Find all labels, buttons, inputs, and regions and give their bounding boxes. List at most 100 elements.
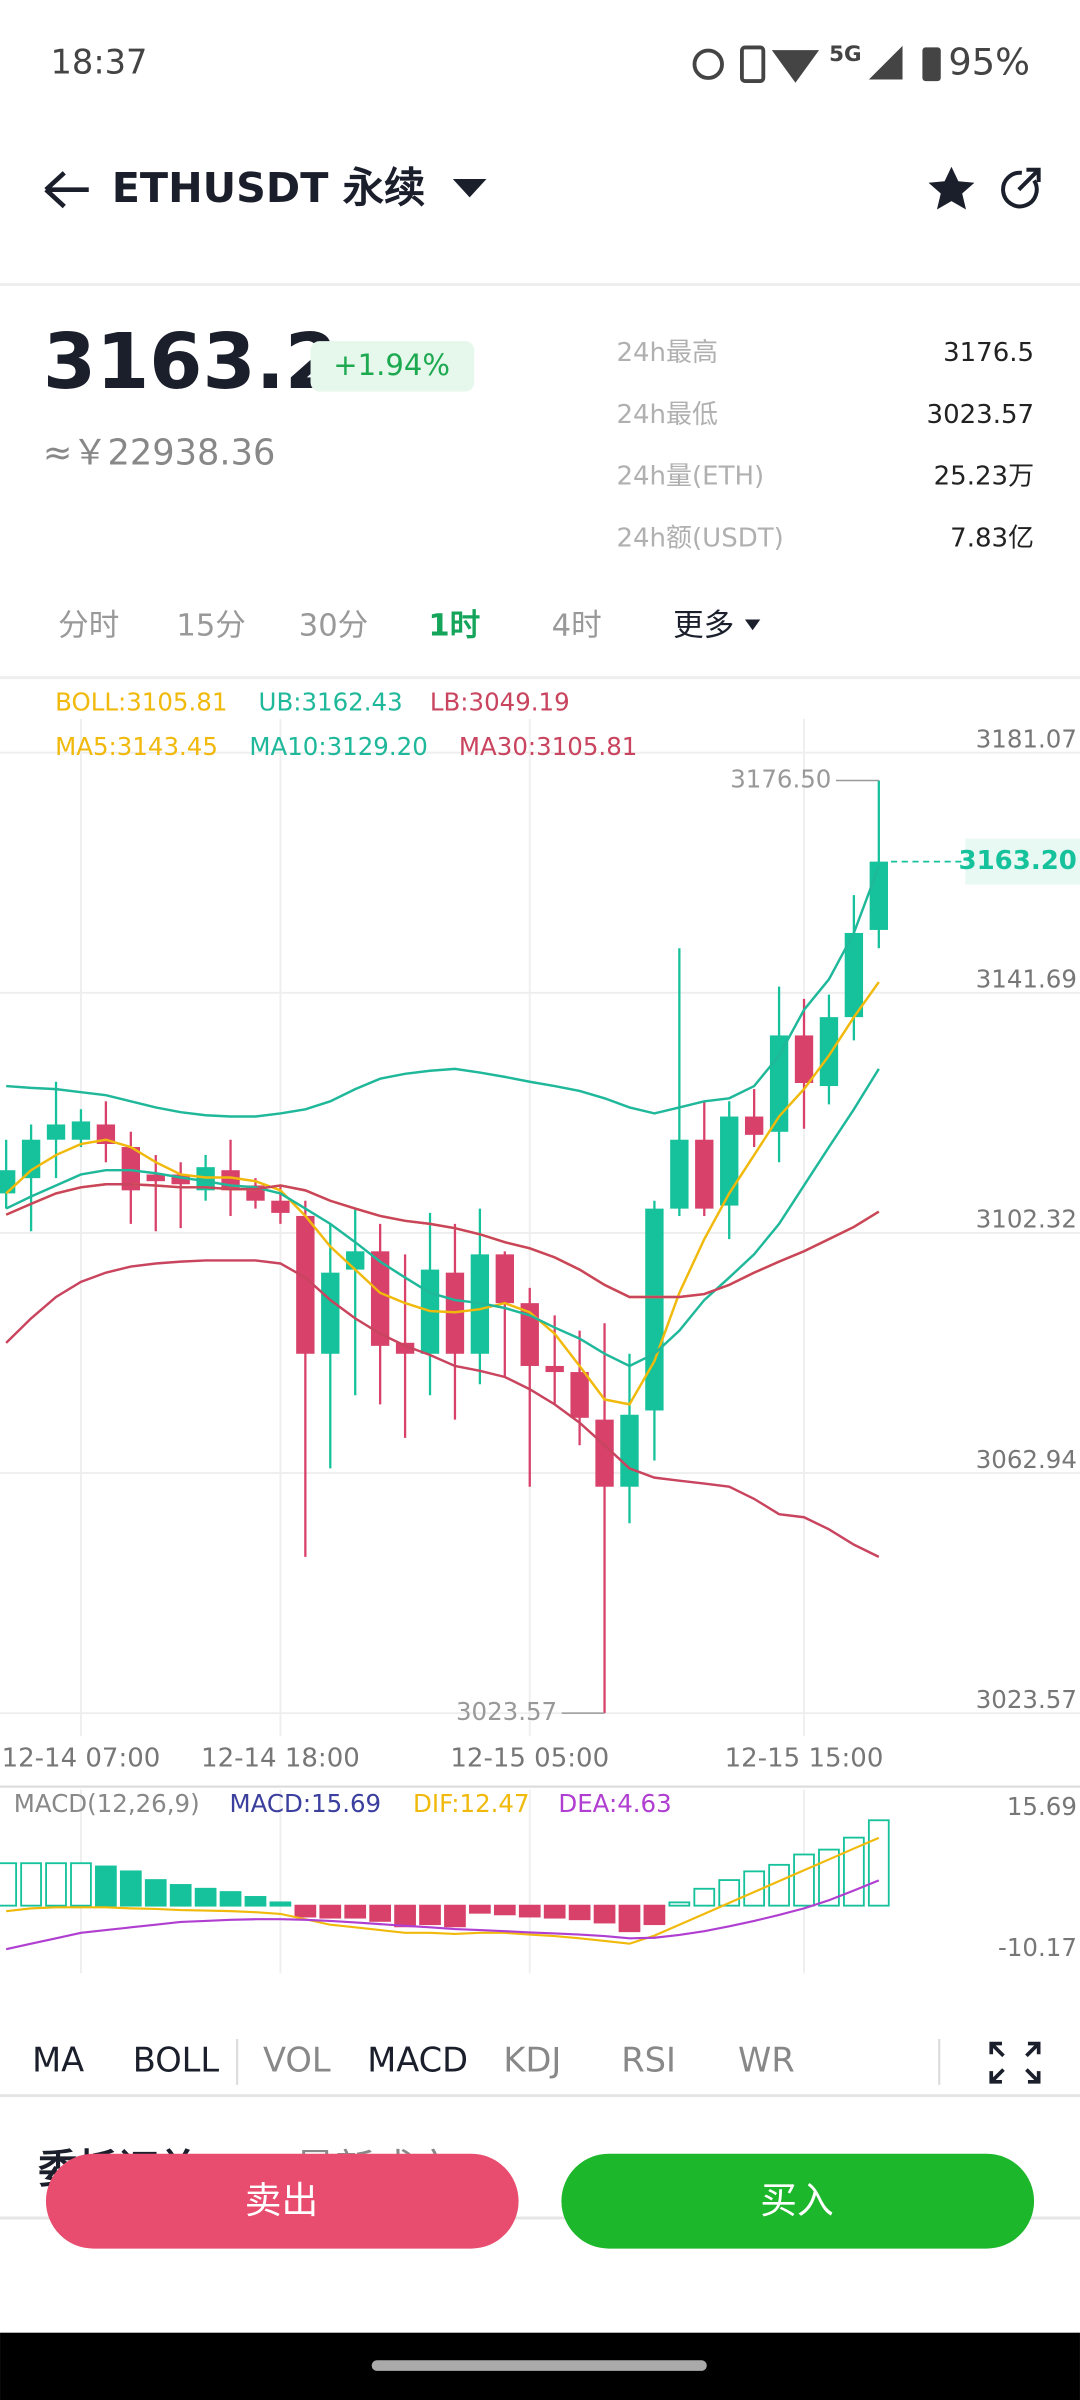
status-icons <box>692 45 941 83</box>
candle-body <box>670 1139 689 1209</box>
buy-button[interactable] <box>561 2153 1035 2249</box>
candle-body <box>545 1365 564 1373</box>
macd-bar <box>219 1891 242 1907</box>
max-label: 3176.50 <box>730 765 831 794</box>
candle-body <box>570 1372 589 1418</box>
stat-value: 7.83亿 <box>950 524 1034 554</box>
indicator-line <box>5 1183 880 1299</box>
y-tick-label: -10.17 <box>998 1933 1077 1962</box>
macd-bar <box>394 1904 416 1928</box>
legend-item: DEA:4.63 <box>558 1789 671 1818</box>
candle-body <box>146 1174 165 1182</box>
back-button[interactable] <box>44 171 89 209</box>
interval-tab[interactable]: 1时 <box>428 609 480 644</box>
alarm-icon <box>692 48 724 80</box>
sell-button[interactable] <box>45 2153 519 2249</box>
legend-item: UB:3162.43 <box>259 688 403 717</box>
y-tick-label: 3023.57 <box>976 1685 1077 1714</box>
sim-icon <box>740 45 766 83</box>
stat-value: 25.23万 <box>934 462 1034 492</box>
stat-label: 24h额(USDT) <box>616 524 783 554</box>
macd-bar <box>593 1904 616 1924</box>
indicator-tab[interactable]: KDJ <box>503 2040 561 2079</box>
candle-body <box>196 1167 215 1191</box>
price-chart: 3181.07 3141.69 3102.32 3062.94 3023.57 12-14… <box>0 688 1080 1774</box>
favorite-star[interactable] <box>928 166 975 210</box>
candle-body <box>695 1139 714 1209</box>
interval-tab[interactable]: 分时 <box>58 609 119 644</box>
macd-bar <box>543 1904 566 1919</box>
indicator-tab[interactable]: WR <box>738 2040 795 2079</box>
change-percent: +1.94% <box>333 348 450 382</box>
candle-body <box>744 1116 764 1135</box>
macd-bar <box>643 1904 666 1926</box>
indicator-tab[interactable]: MACD <box>367 2040 468 2079</box>
candle-body <box>96 1124 116 1144</box>
buy-label: 买入 <box>760 2179 833 2222</box>
candle-body <box>495 1254 514 1304</box>
indicator-tab[interactable]: MA <box>32 2040 84 2079</box>
indicator-tab[interactable]: RSI <box>621 2040 676 2079</box>
legend-item: MA10:3129.20 <box>249 732 427 761</box>
macd-bar <box>20 1862 42 1907</box>
home-indicator[interactable] <box>371 2360 707 2371</box>
macd-bar <box>668 1901 691 1907</box>
y-tick-label: 15.69 <box>1007 1792 1077 1821</box>
interval-tab[interactable]: 4时 <box>552 609 602 644</box>
indicator-tab[interactable]: BOLL <box>133 2040 220 2079</box>
y-tick-label: 3181.07 <box>976 724 1077 753</box>
macd-bar <box>319 1904 342 1919</box>
last-price-tag <box>965 838 1080 885</box>
stats: 24h最高 3176.5 24h最低 3023.57 24h量(ETH) 25.23万 24… <box>616 338 1034 554</box>
candle-body <box>395 1342 415 1354</box>
macd-title: MACD(12,26,9) <box>14 1789 200 1818</box>
candle-body <box>321 1272 340 1354</box>
indicator-tab[interactable]: VOL <box>263 2040 331 2079</box>
macd-bar <box>269 1901 292 1907</box>
macd-bar <box>718 1879 741 1907</box>
indicator-line <box>6 865 880 1118</box>
candle-body <box>370 1251 390 1346</box>
macd-chart: 15.69 -10.17 MACD(12,26,9) MACD:15.69 DIF:12… <box>0 1789 1077 1974</box>
macd-bar <box>693 1887 716 1907</box>
symbol-title: ETHUSDT 永续 <box>112 164 426 212</box>
macd-line <box>5 1879 880 1951</box>
macd-bar <box>818 1848 840 1907</box>
macd-bar <box>618 1904 641 1933</box>
interval-tabs: 分时 15分 30分 1时 4时 更多 <box>58 609 734 644</box>
legend-item: BOLL:3105.81 <box>55 688 227 717</box>
candle-body <box>346 1251 365 1270</box>
symbol-dropdown[interactable] <box>452 178 487 198</box>
wifi-icon <box>771 50 820 83</box>
y-tick-label: 3141.69 <box>976 965 1077 994</box>
candle-body <box>21 1139 41 1179</box>
legend-item: MA5:3143.45 <box>55 732 218 761</box>
macd-bar <box>518 1904 541 1918</box>
stat-label: 24h最高 <box>616 338 718 368</box>
macd-bar <box>95 1865 117 1907</box>
indicator-line <box>5 1259 880 1558</box>
more-arrow[interactable] <box>744 619 761 631</box>
candle-body <box>645 1208 664 1411</box>
indicator-line <box>5 1068 880 1368</box>
y-tick-label: 3102.32 <box>976 1205 1077 1234</box>
fullscreen-button[interactable] <box>989 2041 1041 2084</box>
candle-body <box>171 1174 190 1185</box>
battery-icon <box>922 47 941 82</box>
x-tick-label: 12-15 15:00 <box>725 1744 884 1774</box>
interval-tab[interactable]: 更多 <box>673 609 734 644</box>
macd-bar <box>169 1884 192 1907</box>
interval-tab[interactable]: 30分 <box>299 609 369 644</box>
macd-bar <box>194 1887 217 1907</box>
macd-bar <box>867 1819 890 1907</box>
stat-label: 24h最低 <box>616 400 718 430</box>
share-button[interactable] <box>1001 167 1041 209</box>
macd-bar <box>144 1879 167 1907</box>
macd-bar <box>244 1896 267 1907</box>
candle-body <box>121 1147 140 1191</box>
interval-tab[interactable]: 15分 <box>176 609 246 644</box>
candle-body <box>271 1200 290 1213</box>
